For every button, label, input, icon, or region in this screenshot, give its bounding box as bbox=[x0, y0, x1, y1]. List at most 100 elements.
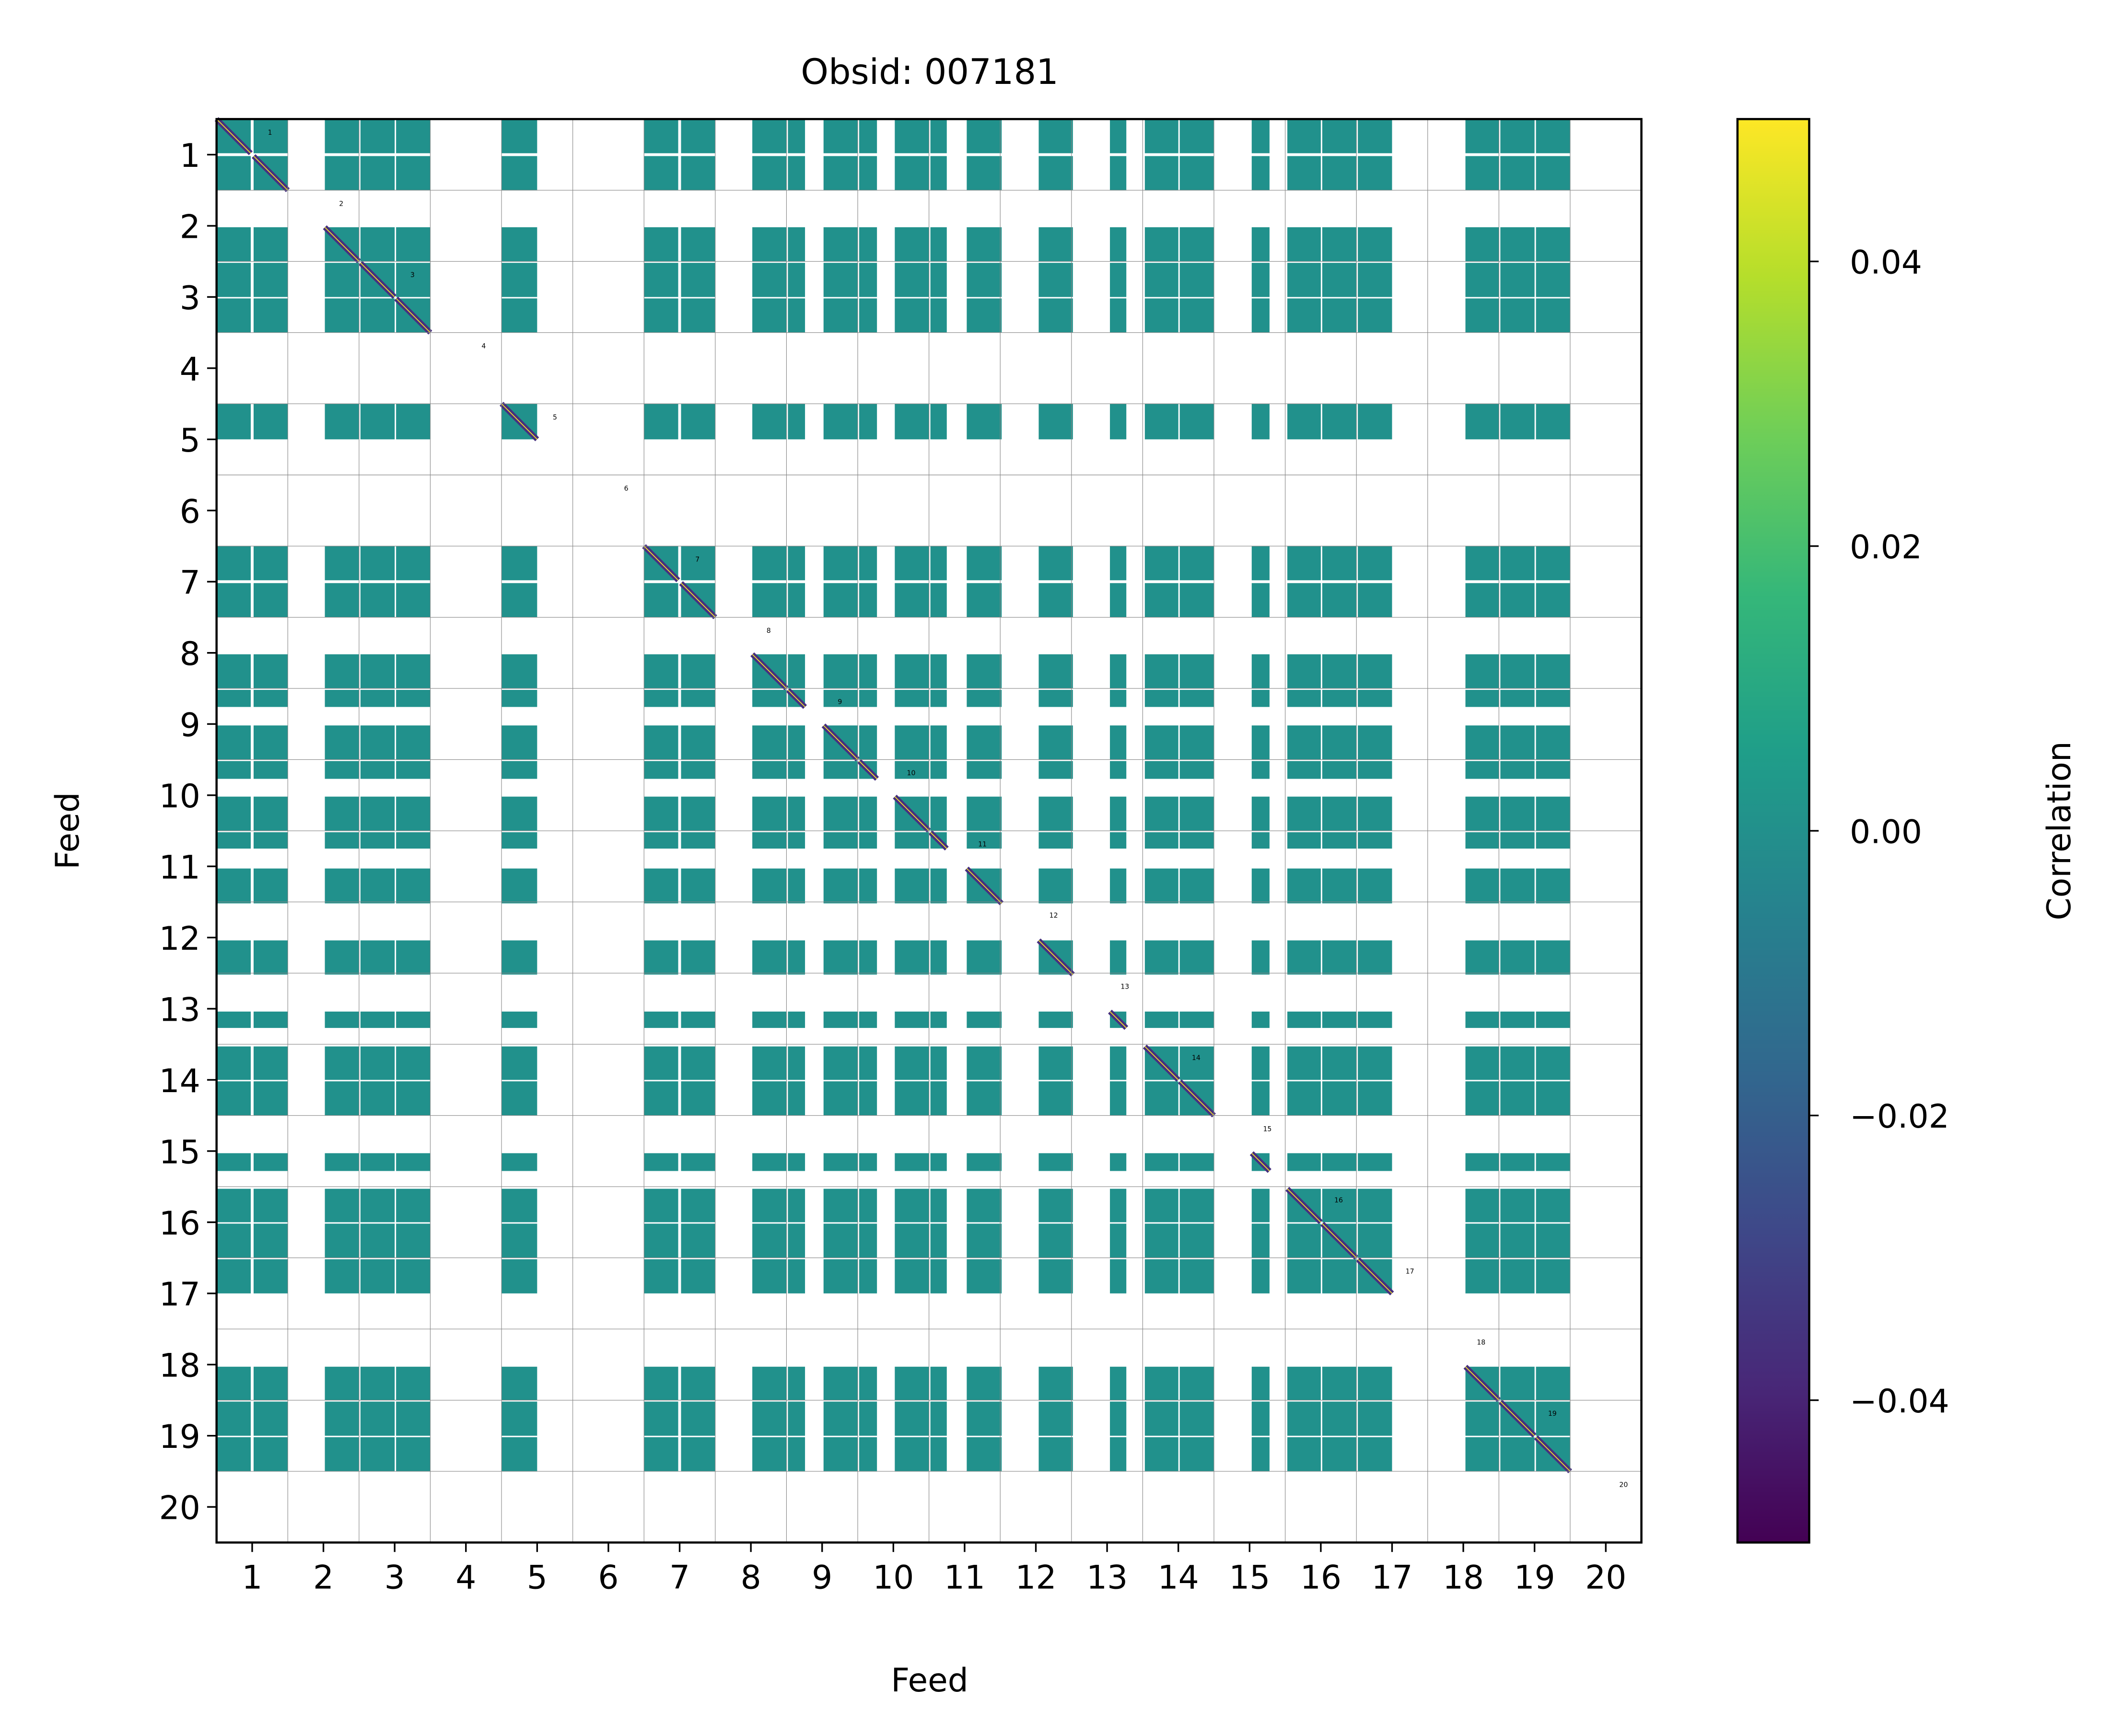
correlation-block bbox=[788, 1011, 805, 1028]
correlation-block bbox=[1251, 689, 1270, 707]
correlation-block bbox=[1536, 1011, 1570, 1028]
correlation-block bbox=[1251, 761, 1270, 779]
correlation-block bbox=[396, 654, 431, 688]
correlation-block bbox=[681, 1046, 715, 1080]
correlation-block bbox=[216, 1153, 251, 1171]
correlation-block bbox=[1144, 796, 1178, 831]
correlation-block bbox=[1358, 227, 1392, 262]
correlation-block bbox=[1465, 1437, 1499, 1471]
diagonal-autocorrelation-line bbox=[752, 654, 787, 689]
correlation-block bbox=[1358, 1153, 1392, 1171]
correlation-block bbox=[253, 227, 288, 262]
correlation-block bbox=[1251, 1046, 1270, 1080]
correlation-block bbox=[681, 832, 715, 849]
correlation-block bbox=[930, 404, 947, 440]
correlation-block bbox=[1110, 761, 1127, 779]
correlation-block bbox=[644, 689, 678, 707]
correlation-block bbox=[1038, 832, 1073, 849]
correlation-block bbox=[823, 1011, 858, 1028]
correlation-block bbox=[967, 1046, 1002, 1080]
correlation-block bbox=[930, 263, 947, 297]
correlation-block bbox=[1038, 404, 1073, 440]
correlation-block bbox=[1287, 868, 1321, 904]
correlation-block bbox=[967, 654, 1002, 688]
correlation-block bbox=[502, 868, 537, 904]
correlation-block bbox=[1287, 796, 1321, 831]
correlation-block bbox=[1179, 1011, 1214, 1028]
correlation-block bbox=[1179, 1046, 1214, 1080]
correlation-block bbox=[930, 689, 947, 707]
diagonal-autocorrelation-line bbox=[501, 403, 537, 440]
correlation-block bbox=[1038, 1046, 1073, 1080]
correlation-block bbox=[360, 1223, 395, 1258]
correlation-block bbox=[1038, 119, 1073, 153]
correlation-block bbox=[1500, 1153, 1535, 1171]
correlation-block bbox=[1251, 583, 1270, 618]
y-tick-label: 1 bbox=[180, 137, 200, 175]
x-tick-label: 10 bbox=[873, 1558, 914, 1596]
correlation-block bbox=[859, 689, 877, 707]
correlation-block bbox=[681, 1188, 715, 1223]
correlation-block bbox=[325, 1153, 359, 1171]
correlation-block bbox=[752, 546, 787, 581]
correlation-block bbox=[1500, 546, 1535, 581]
y-tick-label: 3 bbox=[180, 279, 200, 317]
correlation-block bbox=[895, 1223, 929, 1258]
correlation-block bbox=[1110, 1437, 1127, 1471]
correlation-block bbox=[396, 1081, 431, 1116]
correlation-block bbox=[823, 1366, 858, 1400]
correlation-block bbox=[1287, 583, 1321, 618]
correlation-block bbox=[325, 546, 359, 581]
correlation-block bbox=[859, 1437, 877, 1471]
correlation-block bbox=[216, 832, 251, 849]
correlation-block bbox=[1500, 404, 1535, 440]
correlation-block bbox=[752, 1046, 787, 1080]
correlation-block bbox=[1144, 546, 1178, 581]
x-tick-label: 4 bbox=[455, 1558, 476, 1596]
correlation-block bbox=[360, 1259, 395, 1293]
correlation-block bbox=[1038, 1259, 1073, 1293]
correlation-block bbox=[1110, 940, 1127, 975]
correlation-block bbox=[1179, 1153, 1214, 1171]
correlation-block bbox=[1465, 1081, 1499, 1116]
correlation-block bbox=[967, 761, 1002, 779]
correlation-block bbox=[1038, 868, 1073, 904]
correlation-block bbox=[967, 1011, 1002, 1028]
correlation-block bbox=[1500, 832, 1535, 849]
correlation-block bbox=[1536, 832, 1570, 849]
x-tick-label: 19 bbox=[1514, 1558, 1555, 1596]
correlation-block bbox=[325, 832, 359, 849]
correlation-block bbox=[1287, 1081, 1321, 1116]
y-tick-label: 9 bbox=[180, 706, 200, 744]
correlation-block bbox=[1287, 1259, 1321, 1293]
correlation-block bbox=[1465, 832, 1499, 849]
correlation-block bbox=[644, 1046, 678, 1080]
correlation-block bbox=[1358, 940, 1392, 975]
correlation-block bbox=[1322, 404, 1357, 440]
correlation-block bbox=[1358, 263, 1392, 297]
correlation-block bbox=[895, 940, 929, 975]
correlation-block bbox=[1179, 227, 1214, 262]
correlation-block bbox=[930, 1046, 947, 1080]
diagonal-autocorrelation-line bbox=[680, 583, 716, 618]
correlation-block bbox=[1179, 689, 1214, 707]
correlation-block bbox=[1038, 796, 1073, 831]
correlation-block bbox=[253, 832, 288, 849]
correlation-block bbox=[895, 156, 929, 190]
correlation-block bbox=[930, 1223, 947, 1258]
chart-title: Obsid: 007181 bbox=[801, 52, 1059, 93]
correlation-block bbox=[1358, 1011, 1392, 1028]
feed-annotation-label: 12 bbox=[1050, 912, 1058, 920]
correlation-block bbox=[644, 940, 678, 975]
correlation-block bbox=[859, 1223, 877, 1258]
correlation-block bbox=[1358, 404, 1392, 440]
correlation-block bbox=[360, 227, 395, 262]
feed-annotation-label: 5 bbox=[553, 414, 557, 421]
correlation-block bbox=[1358, 156, 1392, 190]
correlation-block bbox=[681, 1259, 715, 1293]
x-tick-label: 14 bbox=[1158, 1558, 1199, 1596]
correlation-block bbox=[216, 796, 251, 831]
correlation-block bbox=[1322, 1011, 1357, 1028]
correlation-block bbox=[752, 689, 787, 707]
correlation-block bbox=[1179, 940, 1214, 975]
